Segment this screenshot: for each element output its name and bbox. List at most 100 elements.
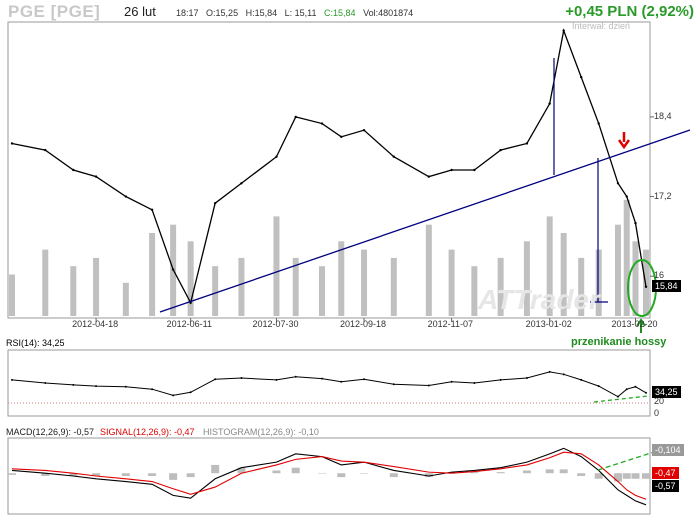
- close-value: C:15,84: [324, 8, 356, 18]
- price-point: [294, 115, 297, 119]
- volume-bar: [149, 233, 156, 316]
- volume-bar: [632, 241, 639, 316]
- price-y-tick-label: 17,2: [654, 190, 672, 201]
- price-point: [94, 175, 98, 178]
- volume-value: Vol:4801874: [363, 8, 414, 18]
- histogram-bar: [148, 473, 157, 476]
- volume-bar: [238, 257, 245, 316]
- histogram-bar: [169, 473, 178, 480]
- rsi-point: [95, 385, 98, 388]
- rsi-point: [473, 382, 476, 384]
- volume-bar: [546, 216, 553, 316]
- volume-bars: [9, 199, 649, 316]
- price-point: [240, 182, 243, 185]
- rsi-point: [597, 385, 600, 388]
- histogram-bar: [559, 469, 568, 474]
- rsi-point: [645, 391, 647, 394]
- volume-bar: [70, 266, 77, 316]
- price-point: [72, 168, 75, 172]
- signal-legend: SIGNAL(12,26,9): -0,47: [100, 427, 195, 437]
- last-rsi-label: 34,25: [652, 385, 681, 398]
- histogram-bar: [8, 473, 16, 475]
- ohlc-readout: 18:17 O:15,25 H:15,84 L: 15,11 C:15,84 V…: [176, 8, 413, 18]
- rsi-point: [11, 378, 13, 381]
- macd-divergence-line: [597, 451, 655, 471]
- price-point: [616, 182, 620, 185]
- volume-bar: [9, 274, 15, 316]
- rsi-point: [189, 391, 192, 394]
- high-value: H:15,84: [245, 8, 278, 18]
- histogram-bar: [470, 472, 479, 474]
- signal-line: [11, 451, 647, 500]
- breakout-annotation: przenikanie hossy: [571, 336, 667, 348]
- volume-bar: [614, 224, 621, 316]
- histogram-bar: [317, 473, 326, 474]
- rsi-point: [562, 373, 565, 376]
- histogram-bar: [186, 473, 195, 478]
- histogram-bar: [41, 473, 50, 476]
- price-point: [634, 221, 637, 225]
- price-point: [625, 195, 628, 198]
- rsi-point: [240, 377, 243, 380]
- price-point: [171, 268, 175, 271]
- x-tick-label: 2013-02-20: [611, 319, 658, 329]
- price-point: [44, 148, 47, 152]
- x-tick-label: 2012-11-07: [427, 319, 473, 329]
- session-date: 26 lut: [124, 4, 156, 19]
- price-point: [644, 285, 648, 288]
- histogram-bar: [522, 470, 531, 474]
- histogram-bar: [237, 467, 246, 474]
- volume-bar: [643, 249, 649, 316]
- volume-bar: [497, 257, 504, 316]
- volume-bar: [338, 241, 345, 316]
- rsi-point: [294, 375, 297, 378]
- price-point: [213, 201, 217, 205]
- volume-bar: [560, 233, 567, 316]
- histogram-bar: [545, 469, 554, 474]
- price-point: [548, 102, 551, 105]
- support-trendline: [159, 129, 691, 313]
- x-tick-label: 2013-01-02: [525, 319, 572, 329]
- volume-bar: [623, 199, 630, 316]
- macd-last-label: -0,57: [652, 480, 679, 492]
- price-point: [124, 195, 128, 198]
- histogram-bar: [577, 473, 586, 476]
- rsi-point: [363, 378, 366, 381]
- rsi-point: [392, 383, 395, 386]
- histogram-bar: [121, 473, 130, 476]
- price-point: [579, 75, 583, 79]
- price-series: [10, 28, 648, 305]
- rsi-point: [450, 380, 453, 383]
- volume-bar: [292, 257, 299, 316]
- volume-bar: [361, 249, 368, 316]
- volume-bar: [448, 249, 455, 316]
- volume-bar: [523, 241, 530, 316]
- interval-label: Interwał: dzień: [572, 21, 631, 31]
- histogram-bar: [211, 464, 220, 474]
- histogram-bar: [496, 472, 505, 474]
- histogram-bar: [272, 470, 281, 474]
- axes: [95, 116, 654, 322]
- histogram-legend: HISTOGRAM(12,26,9): -0,10: [203, 427, 319, 437]
- rsi-point: [44, 382, 47, 384]
- histogram-bar: [622, 473, 631, 479]
- price-point: [362, 128, 366, 132]
- histogram-bar: [594, 473, 603, 479]
- rsi-point: [172, 394, 175, 397]
- volume-bar: [595, 249, 602, 316]
- price-point: [150, 208, 154, 212]
- rsi-y-tick-label: 0: [654, 408, 660, 418]
- rsi-point: [72, 383, 75, 386]
- rsi-series: [11, 370, 647, 398]
- histogram-bar: [631, 473, 640, 479]
- price-point: [427, 175, 431, 178]
- rsi-point: [634, 385, 637, 388]
- rsi-y-tick-label: 20: [654, 395, 665, 406]
- x-tick-label: 2012-07-30: [252, 319, 299, 329]
- histogram-bar: [389, 473, 398, 478]
- price-change: +0,45 PLN (2,92%): [565, 3, 694, 20]
- x-tick-label: 2012-04-18: [72, 319, 119, 329]
- rsi-point: [548, 370, 551, 373]
- price-point: [10, 142, 14, 145]
